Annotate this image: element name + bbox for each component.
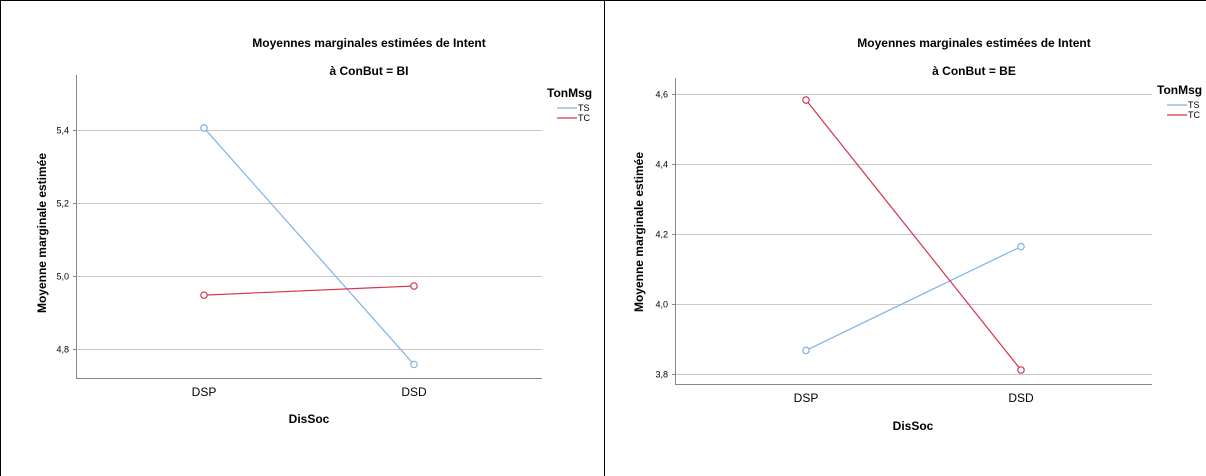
series-line-tc: [805, 99, 1022, 371]
legend-title: TonMsg: [1157, 83, 1202, 97]
x-axis-title: DisSoc: [893, 419, 934, 433]
y-tick-label: 5,2: [56, 199, 69, 209]
x-category-label: DSP: [794, 391, 819, 405]
y-tick-label: 4,8: [56, 345, 69, 355]
legend-label: TC: [1188, 110, 1200, 120]
data-point-ts: [802, 346, 810, 355]
legend-label: TS: [578, 103, 590, 113]
chart-title: Moyennes marginales estimées de Intent: [252, 36, 485, 50]
y-tick-labels: 4,8 5,0 5,2 5,4: [56, 126, 77, 355]
data-point-tc: [802, 96, 810, 104]
chart-title: Moyennes marginales estimées de Intent: [857, 36, 1090, 50]
y-tick-label: 5,4: [56, 126, 69, 136]
chart-panel-bi: Moyennes marginales estimées de Intent à…: [35, 36, 592, 426]
data-point-tc: [1017, 366, 1025, 374]
y-tick-label: 5,0: [56, 272, 69, 282]
gridlines: [676, 94, 1152, 375]
series-layer: [802, 96, 1025, 374]
series-line-ts: [805, 246, 1022, 351]
x-category-label: DSP: [192, 385, 217, 399]
legend-label: TS: [1188, 100, 1200, 110]
data-point-ts: [410, 360, 418, 369]
data-point-ts: [200, 124, 208, 132]
series-line-tc: [203, 285, 415, 296]
data-point-tc: [200, 291, 208, 299]
x-category-labels: DSP DSD: [794, 391, 1034, 405]
y-tick-label: 4,4: [655, 160, 668, 170]
chart-panel-be: Moyennes marginales estimées de Intent à…: [632, 36, 1202, 433]
y-tick-label: 3,8: [655, 370, 668, 380]
chart-subtitle: à ConBut = BI: [329, 64, 408, 78]
legend-label: TC: [578, 113, 590, 123]
data-point-tc: [410, 282, 418, 290]
x-category-label: DSD: [1008, 391, 1034, 405]
chart-subtitle: à ConBut = BE: [932, 64, 1016, 78]
series-layer: [200, 124, 418, 369]
y-tick-labels: 3,8 4,0 4,2 4,4 4,6: [655, 90, 676, 380]
y-tick-label: 4,6: [655, 90, 668, 100]
x-category-labels: DSP DSD: [192, 385, 427, 399]
y-axis-title: Moyenne marginale estimée: [632, 152, 646, 312]
x-axis-title: DisSoc: [289, 412, 330, 426]
legend-title: TonMsg: [547, 86, 592, 100]
series-line-ts: [203, 127, 415, 365]
y-axis-title: Moyenne marginale estimée: [35, 153, 49, 313]
y-tick-label: 4,0: [655, 300, 668, 310]
y-tick-label: 4,2: [655, 230, 668, 240]
x-category-label: DSD: [401, 385, 427, 399]
gridlines: [77, 130, 542, 350]
data-point-ts: [1017, 242, 1025, 251]
